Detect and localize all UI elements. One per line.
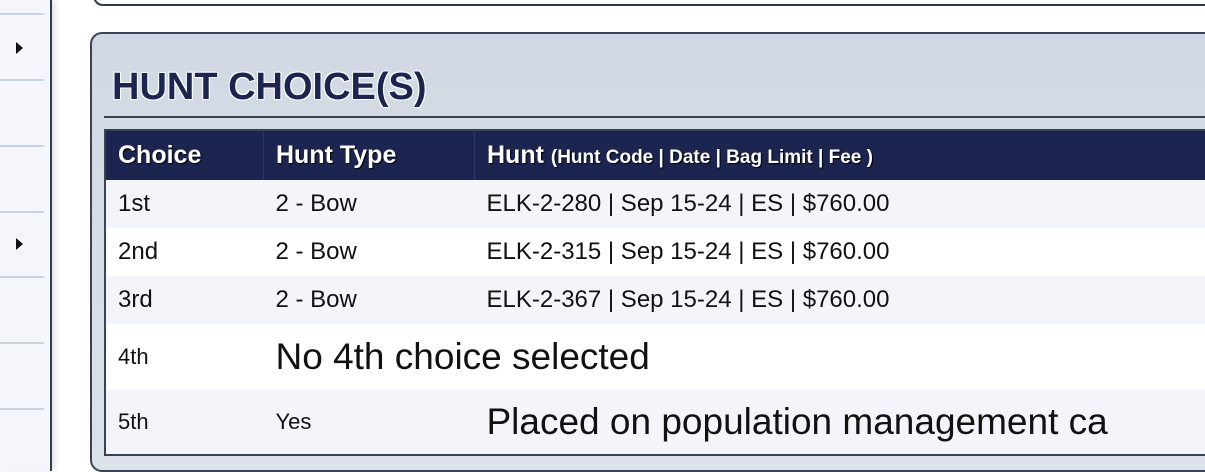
population-management-message: Placed on population management ca <box>475 389 1205 455</box>
table-row: 2nd 2 - Bow ELK-2-315 | Sep 15-24 | ES |… <box>105 228 1205 276</box>
sidebar-divider <box>0 13 44 15</box>
header-hunt-label: Hunt <box>487 141 544 169</box>
table-row: 3rd 2 - Bow ELK-2-367 | Sep 15-24 | ES |… <box>105 276 1205 324</box>
hunt-cell: ELK-2-367 | Sep 15-24 | ES | $760.00 <box>475 276 1205 324</box>
title-divider <box>104 116 1205 118</box>
hunt-type-cell: 2 - Bow <box>264 180 475 228</box>
header-hunt-type: Hunt Type <box>264 130 475 180</box>
table-row: 1st 2 - Bow ELK-2-280 | Sep 15-24 | ES |… <box>105 180 1205 228</box>
choice-cell: 2nd <box>105 228 264 276</box>
section-title: HUNT CHOICE(S) <box>112 66 427 109</box>
header-hunt: Hunt (Hunt Code | Date | Bag Limit | Fee… <box>475 130 1205 180</box>
no-choice-message: No 4th choice selected <box>264 324 1205 389</box>
sidebar-divider <box>0 211 44 213</box>
sidebar-divider <box>0 408 44 410</box>
hunt-type-cell: Yes <box>264 389 475 455</box>
choice-cell: 5th <box>105 389 264 455</box>
hunt-type-cell: 2 - Bow <box>264 276 475 324</box>
hunt-choices-table: Choice Hunt Type Hunt (Hunt Code | Date … <box>104 129 1205 456</box>
sidebar-divider <box>0 145 44 147</box>
sidebar-divider <box>0 79 44 81</box>
hunt-cell: ELK-2-315 | Sep 15-24 | ES | $760.00 <box>475 228 1205 276</box>
expand-arrow-icon[interactable] <box>16 238 23 250</box>
table-header: Choice Hunt Type Hunt (Hunt Code | Date … <box>105 130 1205 180</box>
hunt-choices-panel: HUNT CHOICE(S) Choice Hunt Type Hunt (Hu… <box>90 32 1205 472</box>
choice-cell: 3rd <box>105 276 264 324</box>
previous-panel <box>93 0 1205 6</box>
table-row: 4th No 4th choice selected <box>105 324 1205 389</box>
choice-cell: 4th <box>105 324 264 389</box>
header-choice: Choice <box>105 130 264 180</box>
table-row: 5th Yes Placed on population management … <box>105 389 1205 455</box>
sidebar <box>0 0 52 471</box>
choice-cell: 1st <box>105 180 264 228</box>
sidebar-divider <box>0 276 44 278</box>
expand-arrow-icon[interactable] <box>16 42 23 54</box>
sidebar-divider <box>0 342 44 344</box>
hunt-type-cell: 2 - Bow <box>264 228 475 276</box>
hunt-cell: ELK-2-280 | Sep 15-24 | ES | $760.00 <box>475 180 1205 228</box>
header-hunt-detail: (Hunt Code | Date | Bag Limit | Fee ) <box>551 147 873 168</box>
